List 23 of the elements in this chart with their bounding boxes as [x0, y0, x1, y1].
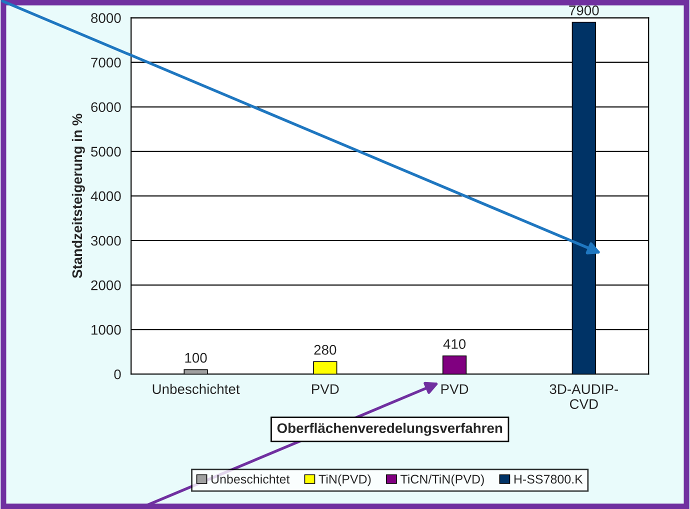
y-tick-label: 4000	[90, 191, 121, 202]
y-tick-label: 1000	[92, 324, 121, 335]
y-tick-label: 6000	[91, 102, 121, 112]
legend-label: Unbeschichtet	[211, 474, 290, 484]
y-tick-label: 8000	[91, 13, 121, 23]
legend-label: H-SS7800.K	[514, 474, 583, 484]
x-tick-label: 3D-AUDIP- CVD	[550, 384, 618, 409]
y-axis-title: Standzeitsteigerung in %	[72, 114, 85, 278]
data-label: 100	[185, 352, 207, 363]
data-label: 280	[314, 344, 336, 355]
y-tick-label: 3000	[91, 236, 121, 246]
y-tick-label: 5000	[91, 146, 121, 157]
x-axis-title: Oberflächenveredelungsverfahren	[277, 422, 502, 436]
x-tick-label: Unbeschichtet	[152, 384, 240, 394]
data-label: 7900	[569, 6, 599, 16]
y-tick-label: 0	[114, 369, 121, 380]
legend-label: TiN(PVD)	[318, 474, 371, 486]
x-tick-label: PVD	[441, 384, 468, 394]
x-tick-label: PVD	[312, 384, 339, 394]
y-tick-label: 7000	[91, 58, 121, 68]
y-tick-label: 2000	[91, 280, 121, 290]
data-label: 410	[443, 339, 466, 349]
legend-label: TiCN/TiN(PVD)	[400, 474, 484, 486]
